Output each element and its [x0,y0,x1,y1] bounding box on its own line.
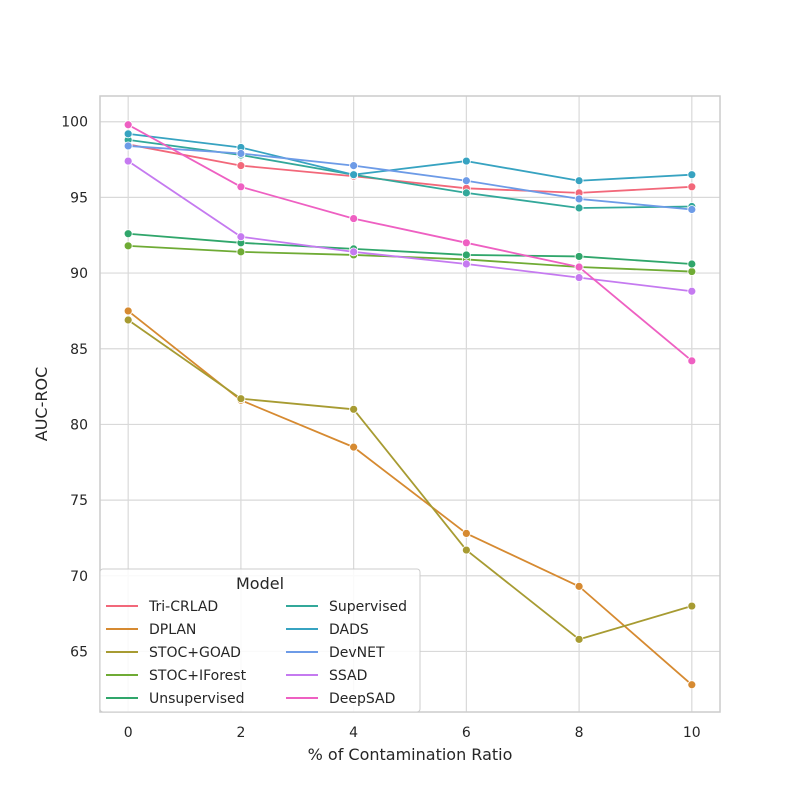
data-point-unsupervised [574,252,584,261]
legend-label-stoc-goad: STOC+GOAD [149,645,241,661]
y-axis-label: AUC-ROC [32,367,51,441]
legend-label-dplan: DPLAN [149,622,196,638]
legend-label-unsupervised: Unsupervised [149,691,245,707]
series-line-devnet [128,145,692,211]
y-tick-label: 85 [70,342,88,358]
legend-label-devnet: DevNET [329,645,385,661]
series-lines [127,123,693,686]
data-point-deepsad [461,238,471,248]
data-point-dads [349,170,359,180]
data-point-ssad [123,156,133,166]
data-point-devnet [236,149,246,158]
series-line-tri-crlad [128,143,692,194]
data-point-dplan [123,306,133,316]
data-point-stoc-goad [349,404,359,414]
data-point-devnet [349,161,359,171]
legend: Model Tri-CRLAD DPLAN STOC+GOAD STOC+IForest… [99,568,421,713]
data-point-ssad [461,259,471,269]
series-line-dads [128,132,692,182]
legend-title: Model [236,574,284,593]
y-tick-label: 95 [70,190,88,206]
y-tick-label: 75 [70,493,88,509]
data-point-stoc-iforest [123,241,133,251]
data-point-devnet [687,205,697,214]
legend-box [99,568,421,713]
data-point-dads [461,156,471,166]
data-point-dads [574,176,584,186]
legend-label-tri-crlad: Tri-CRLAD [148,599,218,615]
data-point-stoc-iforest [236,247,246,257]
data-point-deepsad [236,182,246,192]
x-tick-label: 8 [575,725,584,741]
data-point-unsupervised [123,229,133,239]
data-point-devnet [123,141,133,151]
data-point-dplan [349,442,359,452]
x-tick-label: 0 [124,725,133,741]
data-point-ssad [236,232,246,242]
data-point-dads [123,129,133,139]
legend-label-dads: DADS [329,622,369,638]
data-point-deepsad [687,356,697,366]
data-point-ssad [687,286,697,296]
data-point-tri-crlad [687,182,697,192]
series-line-unsupervised [128,232,692,265]
legend-label-stoc-iforest: STOC+IForest [149,668,247,684]
data-point-supervised [461,188,471,198]
series-line-stoc-goad [127,319,693,641]
data-point-dplan [461,529,471,538]
data-point-stoc-goad [123,315,133,325]
data-point-ssad [574,273,584,283]
data-point-dads [687,170,697,180]
data-point-dplan [687,680,697,690]
data-point-stoc-iforest [687,267,697,276]
x-tick-label: 2 [236,725,245,741]
x-tick-label: 6 [462,725,471,741]
data-point-stoc-goad [687,601,697,611]
data-point-ssad [349,247,359,257]
data-point-tri-crlad [236,161,246,171]
data-point-stoc-goad [236,394,246,404]
y-tick-label: 65 [70,644,88,660]
data-point-devnet [461,176,471,186]
data-point-unsupervised [687,259,697,269]
y-tick-label: 80 [70,417,88,433]
x-tick-label: 10 [683,725,701,741]
y-tick-labels: 65 70 75 80 85 90 95 100 [61,115,88,661]
y-tick-label: 100 [61,115,88,131]
data-point-dplan [574,581,584,591]
data-point-devnet [574,194,584,204]
data-point-deepsad [574,262,584,272]
data-point-deepsad [123,120,133,130]
legend-label-deepsad: DeepSAD [329,691,395,707]
data-point-stoc-goad [461,545,471,555]
series-points [123,120,697,690]
legend-label-supervised: Supervised [329,599,407,615]
data-point-supervised [574,203,584,213]
data-point-stoc-goad [574,634,584,644]
x-tick-label: 4 [349,725,358,741]
legend-label-ssad: SSAD [329,668,367,684]
x-axis-label: % of Contamination Ratio [308,745,513,764]
series-line-ssad [127,160,692,293]
series-line-deepsad [127,123,693,362]
data-point-deepsad [349,214,359,223]
y-tick-label: 70 [70,569,88,585]
y-tick-label: 90 [70,266,88,282]
data-point-unsupervised [461,250,471,260]
x-tick-labels: 0 2 4 6 8 10 [124,725,701,741]
